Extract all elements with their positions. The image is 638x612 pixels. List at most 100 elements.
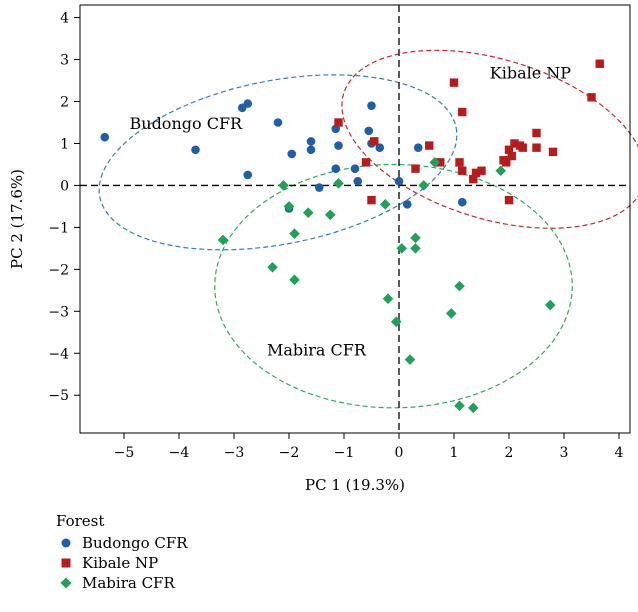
diamond-marker-icon <box>56 577 76 589</box>
point-square <box>477 166 486 175</box>
reference-lines <box>80 5 630 433</box>
point-diamond <box>396 243 408 254</box>
y-tick-label: 1 <box>60 136 69 152</box>
y-tick-label: −4 <box>48 346 69 362</box>
point-square <box>361 158 371 167</box>
group-label: Kibale NP <box>490 63 572 82</box>
point-circle <box>350 164 360 173</box>
plot-frame <box>79 4 631 434</box>
point-diamond <box>454 280 465 292</box>
point-square <box>518 143 527 152</box>
point-circle <box>353 176 363 186</box>
data-points <box>100 59 604 414</box>
point-circle <box>314 183 324 192</box>
point-square <box>449 78 459 87</box>
y-tick-label: 4 <box>60 11 69 27</box>
confidence-ellipses <box>98 49 638 409</box>
point-square <box>587 93 596 102</box>
point-square <box>425 141 434 150</box>
y-axis-title: PC 2 (17.6%) <box>8 169 26 269</box>
x-tick-label: −5 <box>114 445 135 461</box>
x-tick-label: −4 <box>169 445 190 461</box>
x-tick-label: 3 <box>560 445 569 461</box>
point-diamond <box>410 243 421 254</box>
point-square <box>334 118 343 127</box>
legend: Forest Budongo CFR Kibale NP Mabira CFR <box>56 512 188 593</box>
x-tick-label: 4 <box>615 445 624 461</box>
point-diamond <box>324 209 336 221</box>
circle-marker-icon <box>56 537 76 549</box>
point-circle <box>243 170 253 180</box>
group-labels: Budongo CFR Kibale NP Mabira CFR <box>130 63 572 359</box>
point-diamond <box>217 234 229 246</box>
y-tick-label: −5 <box>48 388 69 404</box>
point-square <box>411 164 420 173</box>
legend-label: Mabira CFR <box>82 574 175 592</box>
group-label: Mabira CFR <box>267 340 367 359</box>
point-circle <box>394 176 404 186</box>
y-axis: −5 −4 −3 −2 −1 0 1 2 3 4 <box>48 11 80 404</box>
ellipse-2 <box>214 163 573 409</box>
point-diamond <box>278 180 289 191</box>
x-tick-label: 1 <box>450 445 459 461</box>
point-square <box>436 158 445 167</box>
point-square <box>532 128 541 138</box>
point-circle <box>306 137 316 146</box>
point-diamond <box>454 400 465 412</box>
x-tick-label: −1 <box>334 445 355 461</box>
point-square <box>458 107 467 117</box>
x-tick-label: 2 <box>505 445 514 461</box>
point-diamond <box>404 354 416 365</box>
point-square <box>507 151 516 161</box>
point-square <box>502 158 511 167</box>
ellipse-0 <box>98 74 458 251</box>
point-diamond <box>333 178 344 189</box>
point-square <box>370 137 379 146</box>
point-diamond <box>467 402 479 414</box>
point-circle <box>306 145 316 155</box>
point-diamond <box>289 228 300 239</box>
point-diamond <box>289 274 300 286</box>
point-circle <box>367 101 376 111</box>
y-tick-label: 2 <box>60 95 69 111</box>
group-label: Budongo CFR <box>130 114 244 133</box>
y-tick-label: 3 <box>60 53 69 69</box>
y-tick-label: −1 <box>48 220 69 236</box>
legend-item-budongo: Budongo CFR <box>56 533 188 553</box>
y-tick-label: 0 <box>60 178 69 194</box>
point-square <box>595 59 604 68</box>
point-square <box>510 139 519 148</box>
point-circle <box>287 149 297 159</box>
point-circle <box>364 126 374 136</box>
point-diamond <box>283 201 295 212</box>
y-tick-label: −2 <box>48 262 69 278</box>
point-diamond <box>410 232 421 244</box>
legend-label: Budongo CFR <box>82 534 188 552</box>
ellipse-1 <box>341 49 638 229</box>
point-circle <box>243 99 253 108</box>
point-circle <box>334 141 343 150</box>
point-diamond <box>418 180 430 191</box>
point-diamond <box>302 207 314 219</box>
square-marker-icon <box>56 557 76 569</box>
point-square <box>504 195 514 205</box>
x-axis: −5 −4 −3 −2 −1 0 1 2 3 4 <box>114 433 624 461</box>
point-square <box>471 168 481 178</box>
legend-item-mabira: Mabira CFR <box>56 573 188 593</box>
point-diamond <box>429 157 441 168</box>
point-square <box>548 147 558 157</box>
point-square <box>455 158 464 167</box>
point-diamond <box>382 293 394 305</box>
point-diamond <box>445 308 457 319</box>
point-circle <box>191 145 200 155</box>
x-tick-label: 0 <box>395 445 404 461</box>
point-circle <box>273 118 283 127</box>
point-circle <box>100 132 110 142</box>
point-circle <box>331 164 341 173</box>
y-tick-label: −3 <box>48 304 69 320</box>
point-diamond <box>544 299 556 311</box>
point-square <box>532 143 541 152</box>
legend-item-kibale: Kibale NP <box>56 553 188 573</box>
x-axis-title: PC 1 (19.3%) <box>305 476 405 494</box>
